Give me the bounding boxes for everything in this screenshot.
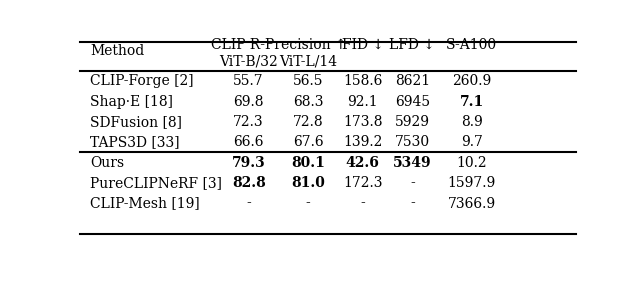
Text: 158.6: 158.6 xyxy=(343,74,383,88)
Text: 72.3: 72.3 xyxy=(234,115,264,129)
Text: 5349: 5349 xyxy=(393,156,431,170)
Text: SDFusion [8]: SDFusion [8] xyxy=(90,115,182,129)
Text: 10.2: 10.2 xyxy=(456,156,487,170)
Text: CLIP-Forge [2]: CLIP-Forge [2] xyxy=(90,74,193,88)
Text: 139.2: 139.2 xyxy=(343,135,383,149)
Text: 5929: 5929 xyxy=(395,115,430,129)
Text: 8.9: 8.9 xyxy=(461,115,483,129)
Text: 72.8: 72.8 xyxy=(293,115,323,129)
Text: 81.0: 81.0 xyxy=(291,176,325,190)
Text: -: - xyxy=(410,196,415,211)
Text: 173.8: 173.8 xyxy=(343,115,383,129)
Text: -: - xyxy=(246,196,251,211)
Text: S-A100: S-A100 xyxy=(446,38,497,52)
Text: -: - xyxy=(410,176,415,190)
Text: 55.7: 55.7 xyxy=(234,74,264,88)
Text: TAPS3D [33]: TAPS3D [33] xyxy=(90,135,180,149)
Text: 260.9: 260.9 xyxy=(452,74,492,88)
Text: ViT-L/14: ViT-L/14 xyxy=(279,54,337,68)
Text: 79.3: 79.3 xyxy=(232,156,266,170)
Text: 1597.9: 1597.9 xyxy=(448,176,496,190)
Text: 6945: 6945 xyxy=(395,95,430,109)
Text: LFD ↓: LFD ↓ xyxy=(389,38,435,52)
Text: FID ↓: FID ↓ xyxy=(342,38,384,52)
Text: 66.6: 66.6 xyxy=(234,135,264,149)
Text: -: - xyxy=(306,196,310,211)
Text: 9.7: 9.7 xyxy=(461,135,483,149)
Text: 56.5: 56.5 xyxy=(293,74,323,88)
Text: Ours: Ours xyxy=(90,156,124,170)
Text: ViT-B/32: ViT-B/32 xyxy=(220,54,278,68)
Text: PureCLIPNeRF [3]: PureCLIPNeRF [3] xyxy=(90,176,222,190)
Text: Shap·E [18]: Shap·E [18] xyxy=(90,95,173,109)
Text: 67.6: 67.6 xyxy=(293,135,323,149)
Text: 7530: 7530 xyxy=(395,135,430,149)
Text: 68.3: 68.3 xyxy=(293,95,323,109)
Text: CLIP-Mesh [19]: CLIP-Mesh [19] xyxy=(90,196,200,211)
Text: Method: Method xyxy=(90,44,144,58)
Text: 172.3: 172.3 xyxy=(343,176,383,190)
Text: 7366.9: 7366.9 xyxy=(448,196,496,211)
Text: CLIP R-Precision ↑: CLIP R-Precision ↑ xyxy=(211,38,346,52)
Text: 42.6: 42.6 xyxy=(346,156,380,170)
Text: 8621: 8621 xyxy=(395,74,430,88)
Text: 69.8: 69.8 xyxy=(234,95,264,109)
Text: 82.8: 82.8 xyxy=(232,176,266,190)
Text: 80.1: 80.1 xyxy=(291,156,325,170)
Text: 92.1: 92.1 xyxy=(348,95,378,109)
Text: -: - xyxy=(360,196,365,211)
Text: 7.1: 7.1 xyxy=(460,95,484,109)
